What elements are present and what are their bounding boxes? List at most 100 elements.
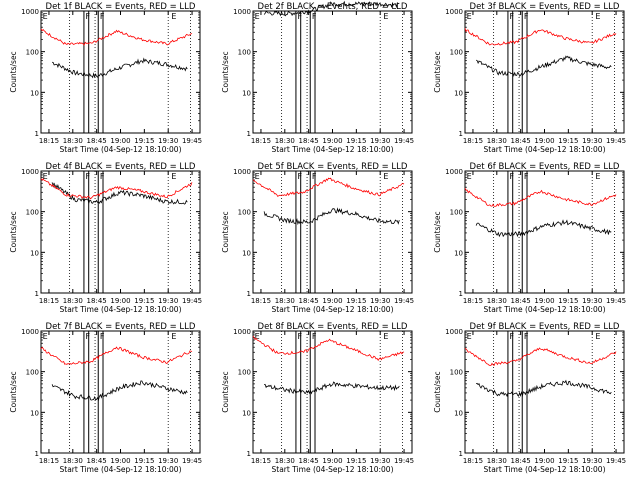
x-tick-label: 18:30: [63, 297, 83, 305]
x-tick-label: 18:15: [251, 457, 271, 465]
x-tick-label: 19:30: [158, 297, 178, 305]
x-tick-label: 18:45: [511, 137, 531, 145]
flag-label: E: [255, 332, 260, 341]
flag-label: F: [86, 12, 91, 21]
y-tick-label: 100: [450, 369, 463, 377]
x-tick-label: 18:30: [275, 137, 295, 145]
x-tick-label: 19:15: [558, 457, 578, 465]
x-tick-label: 18:15: [463, 297, 483, 305]
plot-title: Det 6f BLACK = Events, RED = LLD: [470, 162, 620, 172]
x-tick-label: 19:00: [322, 137, 342, 145]
x-axis-label: Start Time (04-Sep-12 18:10:00): [484, 465, 606, 474]
x-tick-label: 19:00: [110, 297, 130, 305]
y-tick-label: 100: [26, 369, 39, 377]
subplot-8: Det 8f BLACK = Events, RED = LLD 1 10 100 10…: [221, 322, 414, 474]
flag-label: E: [595, 172, 600, 181]
subplot-9: Det 9f BLACK = Events, RED = LLD 1 10 100 10…: [433, 322, 626, 474]
x-axis-label: Start Time (04-Sep-12 18:10:00): [60, 305, 182, 314]
flag-label: E: [255, 12, 260, 21]
x-tick-label: 19:45: [394, 297, 414, 305]
lld-series-line: [464, 28, 617, 46]
y-tick-label: 10: [30, 249, 39, 257]
flag-label: F: [524, 332, 529, 341]
flag-label: F: [298, 172, 303, 181]
flag-label: F: [524, 172, 529, 181]
y-axis-label: Counts/sec: [9, 371, 18, 412]
events-series-line: [51, 182, 188, 205]
flag-label: E: [171, 332, 176, 341]
flag-interval: [97, 170, 104, 294]
y-tick-label: 1: [247, 130, 251, 138]
subplot-7: Det 7f BLACK = Events, RED = LLD 1 10 100 10…: [9, 322, 202, 474]
lld-series-line: [40, 28, 193, 46]
flag-label: E: [467, 332, 472, 341]
flag-label: F: [298, 12, 303, 21]
x-tick-label: 18:30: [487, 137, 507, 145]
y-tick-label: 1: [459, 450, 463, 458]
y-tick-label: 10: [242, 89, 251, 97]
x-tick-label: 18:45: [87, 297, 107, 305]
x-tick-label: 19:15: [558, 297, 578, 305]
y-axis-label: Counts/sec: [9, 51, 18, 92]
flag-label: F: [510, 332, 515, 341]
x-tick-label: 19:30: [582, 297, 602, 305]
x-tick-label: 18:15: [463, 137, 483, 145]
flag-label: E: [595, 12, 600, 21]
x-tick-label: 19:00: [534, 457, 554, 465]
flag-interval: [309, 170, 316, 294]
lld-series-line: [464, 347, 617, 366]
flag-label: E: [383, 12, 388, 21]
flag-label: E: [595, 332, 600, 341]
x-tick-label: 19:45: [606, 297, 626, 305]
y-tick-label: 1: [35, 130, 39, 138]
y-tick-label: 1: [247, 450, 251, 458]
y-tick-label: 10: [454, 89, 463, 97]
lld-series-line: [464, 188, 617, 207]
plot-title: Det 3f BLACK = Events, RED = LLD: [470, 2, 620, 12]
x-tick-label: 19:00: [322, 297, 342, 305]
x-axis-label: Start Time (04-Sep-12 18:10:00): [60, 465, 182, 474]
x-axis-label: Start Time (04-Sep-12 18:10:00): [484, 145, 606, 154]
y-tick-label: 100: [238, 49, 251, 57]
flag-label: F: [100, 332, 105, 341]
y-tick-label: 100: [26, 209, 39, 217]
y-tick-label: 1000: [233, 328, 251, 336]
x-axis-label: Start Time (04-Sep-12 18:10:00): [484, 305, 606, 314]
flag-label: F: [312, 332, 317, 341]
y-axis-label: Counts/sec: [221, 371, 230, 412]
x-axis-label: Start Time (04-Sep-12 18:10:00): [272, 465, 394, 474]
flag-label: F: [312, 12, 317, 21]
y-axis-label: Counts/sec: [433, 371, 442, 412]
x-tick-label: 19:45: [394, 457, 414, 465]
x-tick-label: 18:45: [299, 297, 319, 305]
x-tick-label: 19:00: [322, 457, 342, 465]
events-series-line: [263, 207, 400, 226]
y-tick-label: 100: [26, 49, 39, 57]
y-tick-label: 1: [459, 290, 463, 298]
subplot-1: Det 1f BLACK = Events, RED = LLD 1 10 100 10…: [9, 2, 202, 154]
x-tick-label: 19:15: [346, 457, 366, 465]
flag-interval: [83, 330, 90, 454]
flag-interval: [309, 10, 316, 134]
events-series-line: [263, 381, 400, 395]
y-tick-label: 10: [242, 249, 251, 257]
plot-frame: [40, 10, 201, 134]
x-tick-label: 19:30: [370, 297, 390, 305]
x-tick-label: 18:30: [275, 457, 295, 465]
x-tick-label: 19:00: [534, 297, 554, 305]
flag-label: E: [171, 172, 176, 181]
x-tick-label: 19:30: [582, 457, 602, 465]
x-tick-label: 19:45: [182, 297, 202, 305]
x-tick-label: 18:30: [63, 457, 83, 465]
flag-label: F: [86, 172, 91, 181]
plot-title: Det 5f BLACK = Events, RED = LLD: [258, 162, 408, 172]
y-axis-label: Counts/sec: [433, 51, 442, 92]
y-tick-label: 10: [454, 409, 463, 417]
x-tick-label: 19:30: [370, 457, 390, 465]
x-tick-label: 18:30: [275, 297, 295, 305]
x-tick-label: 19:15: [558, 137, 578, 145]
lld-series-line: [40, 346, 193, 365]
subplot-3: Det 3f BLACK = Events, RED = LLD 1 10 100 10…: [433, 2, 626, 154]
y-tick-label: 1: [247, 290, 251, 298]
